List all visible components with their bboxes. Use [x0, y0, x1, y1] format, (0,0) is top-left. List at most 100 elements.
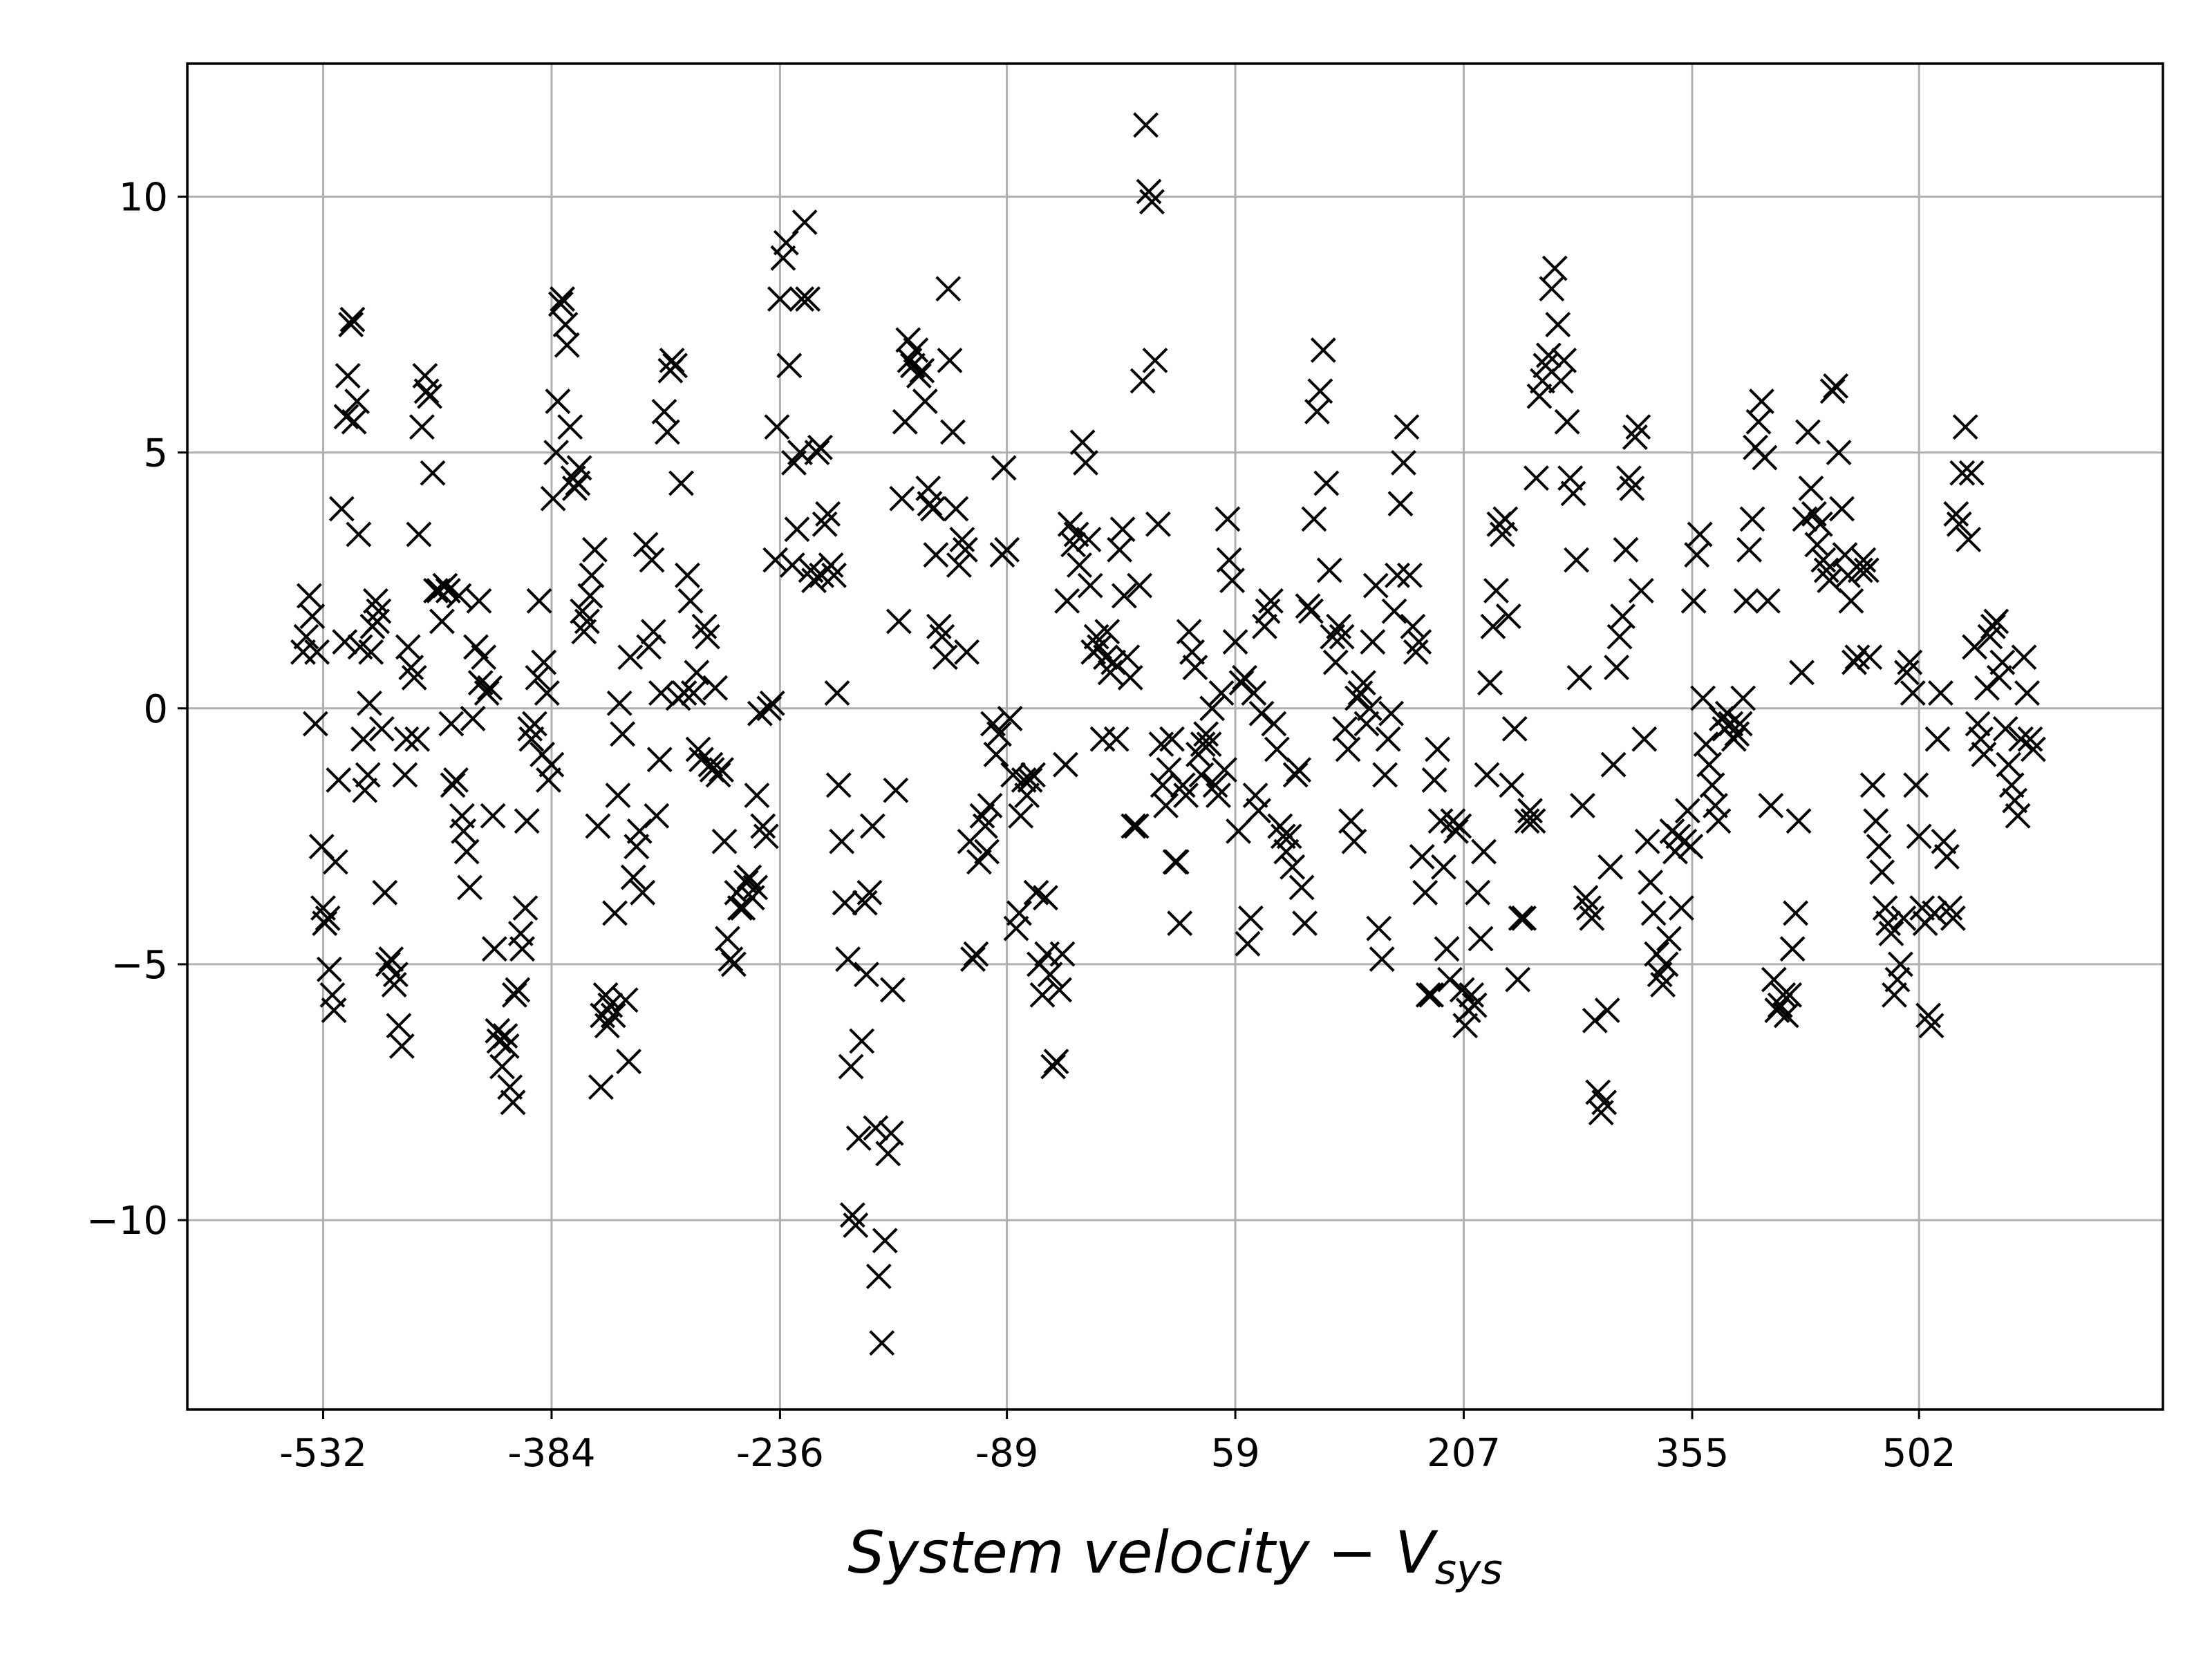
- data-point: [1123, 813, 1150, 839]
- data-point: [829, 828, 855, 854]
- data-point: [1372, 762, 1398, 788]
- data-point: [1933, 844, 1960, 870]
- data-point: [1139, 189, 1165, 215]
- data-point: [920, 496, 946, 522]
- data-point: [1117, 664, 1143, 691]
- data-point: [505, 977, 531, 1003]
- data-point: [1888, 951, 1913, 977]
- data-point: [1535, 342, 1562, 368]
- data-point: [1014, 782, 1040, 809]
- data-point: [1400, 613, 1426, 639]
- data-point: [1335, 736, 1361, 762]
- data-point: [821, 562, 847, 588]
- data-point: [1033, 885, 1058, 911]
- data-point: [1326, 613, 1352, 639]
- data-point: [543, 440, 570, 466]
- data-point: [1882, 982, 1907, 1008]
- data-point: [2021, 736, 2046, 762]
- data-point: [1003, 915, 1029, 941]
- data-point: [1145, 511, 1171, 537]
- data-point: [2011, 644, 2037, 671]
- data-point: [1869, 859, 1895, 885]
- data-point: [1276, 823, 1302, 850]
- data-point: [1931, 828, 1957, 854]
- data-point: [364, 608, 391, 635]
- data-point: [1597, 854, 1624, 880]
- data-point: [1739, 506, 1765, 532]
- data-point: [2014, 680, 2040, 706]
- data-point: [1344, 685, 1370, 711]
- data-point: [1246, 798, 1271, 824]
- data-point: [767, 286, 793, 312]
- data-point: [937, 347, 963, 373]
- data-point: [1394, 414, 1420, 440]
- data-point: [1360, 629, 1386, 655]
- data-point: [1817, 568, 1843, 594]
- data-point: [1548, 368, 1574, 394]
- data-point: [1505, 966, 1531, 993]
- data-point: [1520, 808, 1546, 834]
- data-point: [1242, 782, 1268, 809]
- x-tick-label: 207: [1427, 1431, 1501, 1476]
- data-point: [1020, 762, 1046, 788]
- data-point: [375, 951, 401, 977]
- data-point: [574, 608, 600, 635]
- data-point: [366, 598, 392, 624]
- data-point: [577, 583, 603, 609]
- data-point: [1385, 562, 1410, 588]
- data-point: [1804, 532, 1830, 558]
- data-point: [1541, 255, 1568, 281]
- data-point: [1600, 751, 1627, 778]
- data-point: [843, 1212, 869, 1238]
- data-point: [872, 1228, 898, 1254]
- data-point: [1770, 982, 1797, 1008]
- data-point: [1974, 675, 2000, 701]
- data-point: [1208, 680, 1235, 706]
- data-point: [293, 624, 319, 650]
- data-point: [350, 726, 376, 752]
- data-point: [1866, 834, 1892, 860]
- data-point: [1258, 588, 1284, 614]
- data-point: [648, 680, 674, 706]
- data-point: [1838, 588, 1864, 614]
- data-point: [1785, 808, 1812, 834]
- data-point: [983, 741, 1009, 767]
- data-point: [632, 532, 659, 558]
- data-point: [606, 690, 632, 716]
- data-point: [451, 818, 477, 844]
- data-point: [1248, 700, 1275, 727]
- data-point: [1604, 655, 1629, 680]
- data-point: [1878, 921, 1904, 946]
- data-point: [1952, 414, 1978, 440]
- data-point: [1977, 624, 2003, 650]
- data-point: [362, 588, 388, 614]
- data-point: [1980, 613, 2006, 639]
- data-point: [1406, 629, 1432, 655]
- data-point: [566, 455, 592, 481]
- data-point: [1844, 644, 1871, 671]
- data-point: [1322, 649, 1349, 675]
- data-point: [1872, 895, 1898, 921]
- data-point: [753, 823, 779, 850]
- data-point: [1471, 838, 1497, 865]
- data-point: [946, 552, 972, 578]
- data-point: [1693, 731, 1719, 758]
- data-point: [474, 680, 500, 706]
- data-point: [388, 1033, 415, 1059]
- data-point: [1687, 521, 1713, 547]
- data-point: [322, 849, 348, 875]
- data-point: [654, 419, 680, 445]
- data-point: [346, 521, 372, 547]
- data-point: [1566, 664, 1593, 691]
- data-point: [776, 353, 803, 379]
- data-point: [1875, 910, 1901, 937]
- data-point: [1378, 700, 1405, 727]
- data-point: [721, 951, 747, 977]
- data-point: [639, 547, 665, 573]
- data-point: [863, 1115, 889, 1141]
- x-tick-label: 59: [1210, 1431, 1259, 1476]
- data-point: [691, 613, 718, 639]
- data-point: [1730, 685, 1756, 711]
- data-point: [1338, 808, 1364, 834]
